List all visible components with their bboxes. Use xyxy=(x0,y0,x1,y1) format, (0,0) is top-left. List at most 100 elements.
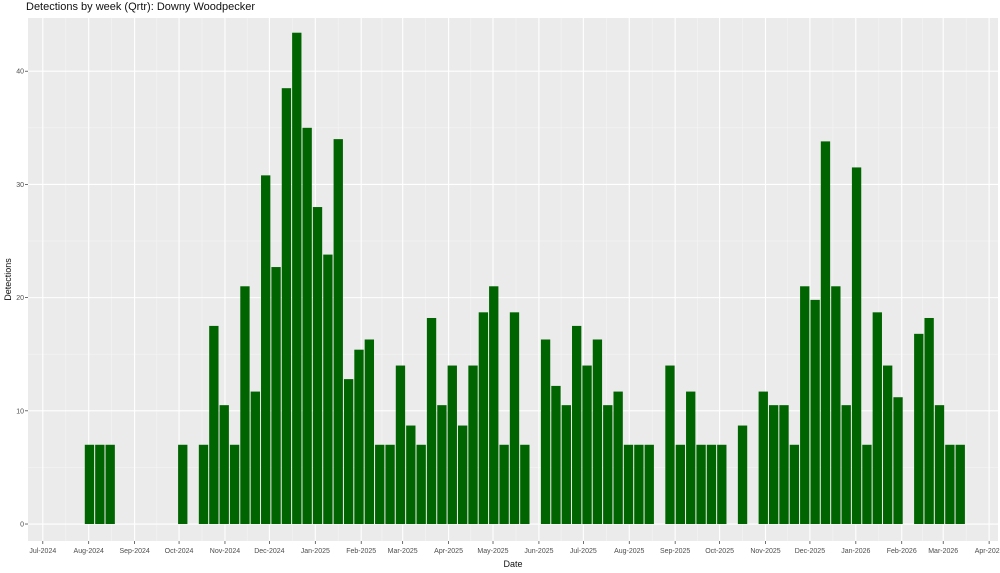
x-tick-label: Jun-2025 xyxy=(524,548,553,555)
bar xyxy=(240,286,250,525)
bar xyxy=(572,325,582,525)
bar xyxy=(623,444,634,525)
bar xyxy=(800,286,810,525)
x-tick-label: Jan-2026 xyxy=(841,548,870,555)
bar xyxy=(437,405,447,525)
x-tick-label: Nov-2024 xyxy=(210,548,240,555)
bar xyxy=(582,365,592,525)
bar xyxy=(831,286,841,525)
bar xyxy=(489,286,499,525)
x-tick-label: Jan-2025 xyxy=(301,548,330,555)
bar xyxy=(945,444,955,525)
bar xyxy=(219,405,229,525)
x-tick-label: Apr-2025 xyxy=(434,548,463,555)
bar xyxy=(105,444,115,525)
bar xyxy=(820,141,831,525)
bar xyxy=(706,444,717,525)
bar xyxy=(540,339,551,525)
x-tick-label: Feb-2026 xyxy=(887,548,917,555)
bar xyxy=(395,365,406,525)
bar xyxy=(178,444,188,525)
bar xyxy=(561,405,571,525)
bar xyxy=(229,444,240,525)
x-tick-label: Dec-2025 xyxy=(795,548,825,555)
bar xyxy=(551,385,561,525)
bar xyxy=(665,365,675,525)
bar xyxy=(271,267,281,525)
bar xyxy=(883,365,893,525)
bar xyxy=(509,312,520,525)
bar xyxy=(478,312,489,525)
bar xyxy=(261,175,271,525)
bar xyxy=(520,444,530,525)
x-tick-label: Feb-2025 xyxy=(346,548,376,555)
y-axis-title: Detections xyxy=(3,258,13,301)
bar xyxy=(737,425,748,525)
x-tick-label: Jul-2024 xyxy=(29,548,56,555)
bar xyxy=(675,444,686,525)
x-tick-label: Aug-2024 xyxy=(74,548,104,555)
y-tick-label: 20 xyxy=(16,295,24,302)
bar xyxy=(447,365,457,525)
bar xyxy=(851,167,862,525)
x-tick-label: Apr-2026 xyxy=(975,548,1000,555)
bar xyxy=(343,379,354,525)
x-tick-label: Nov-2025 xyxy=(750,548,780,555)
bar xyxy=(768,405,779,525)
bar xyxy=(613,391,623,525)
bar xyxy=(872,312,882,525)
x-tick-label: Mar-2026 xyxy=(928,548,958,555)
x-axis-title: Date xyxy=(503,559,522,569)
bar xyxy=(914,333,924,525)
bar xyxy=(696,444,706,525)
x-tick-label: Oct-2025 xyxy=(705,548,734,555)
bar xyxy=(385,444,395,525)
x-tick-label: Sep-2025 xyxy=(660,548,690,555)
bar xyxy=(426,317,437,525)
chart-title: Detections by week (Qrtr): Downy Woodpec… xyxy=(26,1,256,13)
bar xyxy=(312,207,323,525)
bar xyxy=(634,444,644,525)
x-tick-label: Jul-2025 xyxy=(570,548,597,555)
bar xyxy=(644,444,654,525)
y-axis: 0 10 20 30 40 xyxy=(16,69,28,529)
bar xyxy=(603,405,613,525)
x-tick-label: Sep-2024 xyxy=(119,548,149,555)
bar xyxy=(758,391,768,525)
bar xyxy=(862,444,872,525)
bar xyxy=(323,254,333,525)
x-axis: Jul-2024 Aug-2024 Sep-2024 Oct-2024 Nov-2024… xyxy=(29,541,1000,555)
bar xyxy=(457,425,468,525)
bar xyxy=(375,444,385,525)
bar xyxy=(924,317,934,525)
y-tick-label: 0 xyxy=(20,522,24,529)
bar xyxy=(333,139,343,525)
bar xyxy=(934,405,945,525)
x-tick-label: Oct-2024 xyxy=(165,548,194,555)
bar xyxy=(468,365,478,525)
x-tick-label: Dec-2024 xyxy=(254,548,284,555)
bar xyxy=(209,325,219,525)
y-tick-label: 30 xyxy=(16,182,24,189)
bar xyxy=(686,391,696,525)
bar xyxy=(250,391,260,525)
bar xyxy=(779,405,789,525)
bar xyxy=(416,444,426,525)
bar xyxy=(95,444,105,525)
bar xyxy=(292,32,302,525)
bar xyxy=(84,444,95,525)
bar xyxy=(499,444,509,525)
bar xyxy=(198,444,209,525)
bar xyxy=(717,444,727,525)
bar xyxy=(789,444,800,525)
bar xyxy=(841,405,851,525)
bar xyxy=(592,339,603,525)
x-tick-label: Aug-2025 xyxy=(614,548,644,555)
bar xyxy=(893,397,903,525)
bar xyxy=(955,444,965,525)
bar xyxy=(354,349,364,525)
bars xyxy=(84,32,965,525)
x-tick-label: May-2025 xyxy=(477,548,508,555)
bar xyxy=(406,425,416,525)
